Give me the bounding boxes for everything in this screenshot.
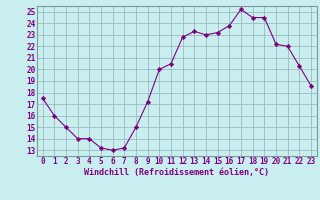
X-axis label: Windchill (Refroidissement éolien,°C): Windchill (Refroidissement éolien,°C): [84, 168, 269, 177]
